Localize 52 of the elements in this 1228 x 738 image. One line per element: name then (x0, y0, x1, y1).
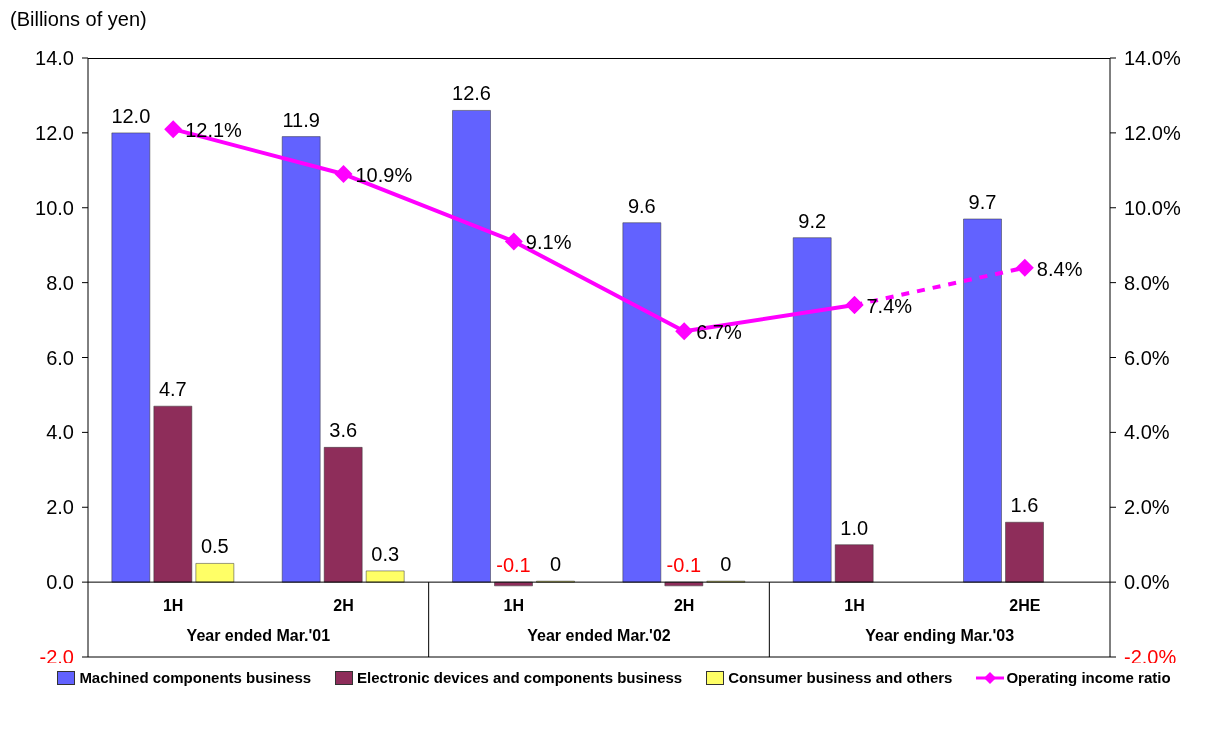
x-tick-label: 2H (333, 596, 354, 614)
data-label: 12.0 (111, 104, 151, 127)
data-label: 11.9 (282, 108, 320, 131)
y2-tick-label: 8.0% (1124, 271, 1170, 294)
data-label: -0.1 (496, 554, 531, 577)
y2-tick-label: 4.0% (1124, 421, 1170, 444)
data-label: -0.1 (666, 554, 702, 577)
data-label: 0 (720, 553, 732, 576)
x-tick-label: 2H (673, 596, 695, 614)
y2-tick-label: 10.0% (1124, 196, 1181, 219)
data-label: 1.6 (1010, 494, 1039, 517)
annotation: Year ended Mar.'02 (527, 626, 671, 644)
data-label: 12.1% (185, 119, 243, 142)
data-label: 9.7 (968, 190, 997, 213)
data-label: 7.4% (866, 295, 913, 318)
x-tick-label: 1H (162, 596, 184, 614)
data-label: 3.6 (329, 419, 358, 442)
y-tick-label: 2.0 (46, 496, 74, 519)
legend-label: Machined components business (79, 669, 312, 686)
data-label: 8.4% (1036, 257, 1083, 280)
data-label: 0.3 (371, 542, 400, 565)
x-tick-label: 2HE (1009, 596, 1041, 614)
y-tick-label: 0.0 (46, 571, 74, 594)
data-label: 0.5 (200, 535, 229, 558)
data-label: 12.6 (452, 82, 491, 105)
data-label: 1.0 (840, 516, 869, 539)
legend-label: Operating income ratio (1006, 669, 1171, 686)
y-tick-label: 10.0 (35, 196, 74, 219)
data-label: 10.9% (355, 164, 413, 187)
y2-tick-label: 6.0% (1124, 346, 1170, 369)
y2-tick-label: 0.0% (1124, 571, 1170, 594)
y-tick-label: 4.0 (46, 421, 74, 444)
data-label: 0 (549, 553, 562, 576)
legend-label: Consumer business and others (728, 669, 953, 686)
legend-label: Electronic devices and components business (357, 669, 683, 686)
x-tick-label: 1H (844, 596, 865, 614)
y2-tick-label: 2.0% (1124, 496, 1170, 519)
y2-tick-label: 14.0% (1124, 47, 1181, 69)
y-tick-label: 6.0 (46, 346, 74, 369)
y-tick-label: 12.0 (35, 121, 74, 144)
y-axis-title: (Billions of yen) (10, 8, 147, 31)
data-label: 9.2 (798, 209, 827, 232)
annotation: Year ended Mar.'01 (186, 626, 331, 644)
y-tick-label: 8.0 (46, 271, 74, 294)
data-label: 6.7% (696, 321, 742, 344)
data-label: 9.1% (525, 231, 572, 254)
annotation: Year ending Mar.'03 (865, 626, 1015, 644)
data-label: 9.6 (627, 194, 656, 217)
y2-tick-label: 12.0% (1124, 121, 1181, 144)
data-label: 4.7 (158, 378, 187, 401)
y-tick-label: 14.0 (35, 47, 74, 69)
x-tick-label: 1H (503, 596, 525, 614)
